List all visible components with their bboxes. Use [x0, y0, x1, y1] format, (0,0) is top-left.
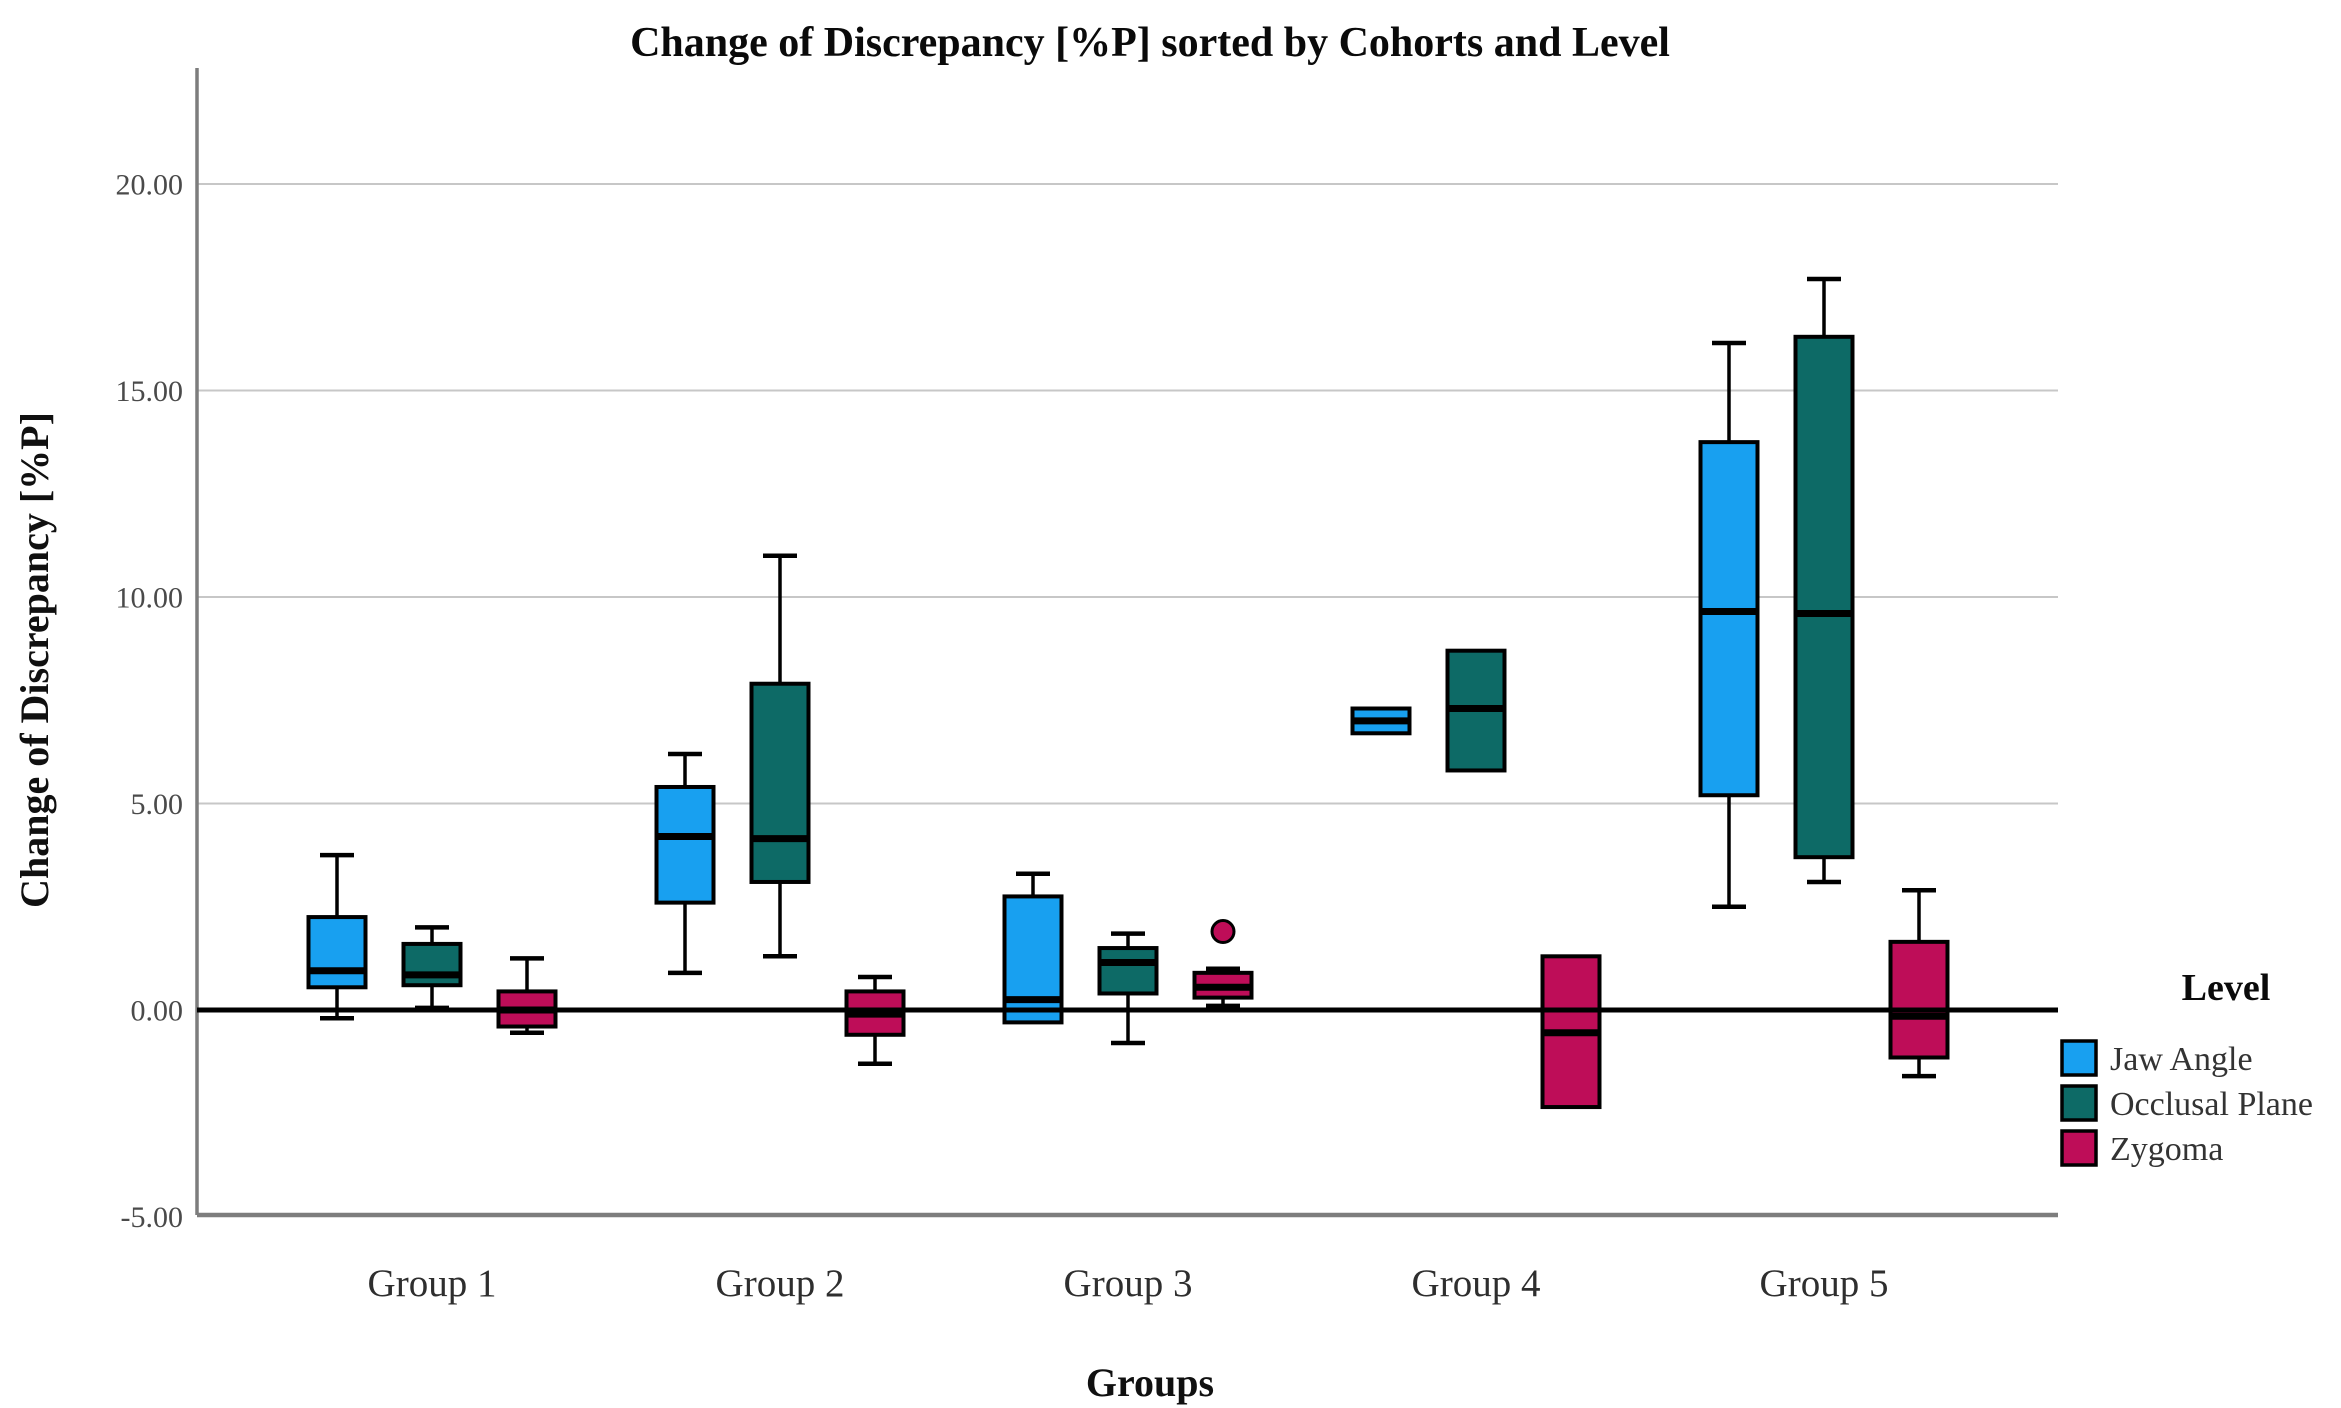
- y-axis-title: Change of Discrepancy [%P]: [12, 412, 57, 908]
- box-group-occlusal-plane-group-3: [1097, 931, 1159, 1046]
- legend-swatch-occlusal-plane: [2060, 1084, 2098, 1122]
- box-occlusal-plane-group-5: [1793, 334, 1855, 860]
- y-tick-label-5: 5.00: [131, 788, 184, 821]
- legend-item-zygoma: Zygoma: [2060, 1129, 2223, 1168]
- x-category-labels: Group 1 Group 2 Group 3 Group 4 Group 5: [368, 1262, 1889, 1305]
- y-tick-label-10: 10.00: [116, 582, 184, 615]
- y-tick-label-20: 20.00: [116, 169, 184, 202]
- box-group-jaw-angle-group-5: [1698, 340, 1760, 909]
- y-tick-labels: 20.00 15.00 10.00 5.00 0.00 -5.00: [116, 169, 184, 1235]
- legend-label-occlusal-plane: Occlusal Plane: [2110, 1086, 2313, 1123]
- box-zygoma-group-5: [1888, 939, 1950, 1060]
- box-group-zygoma-group-3: [1192, 919, 1254, 1009]
- x-category-label-group-3: Group 3: [1064, 1262, 1193, 1305]
- grid-layer: [197, 183, 2058, 805]
- box-group-occlusal-plane-group-1: [401, 925, 463, 1011]
- box-group-zygoma-group-4: [1540, 954, 1602, 1110]
- box-group-jaw-angle-group-1: [306, 852, 368, 1021]
- box-occlusal-plane-group-3: [1097, 946, 1159, 996]
- box-jaw-angle-group-3: [1002, 894, 1064, 1025]
- box-layer: [306, 276, 1950, 1110]
- legend-label-jaw-angle: Jaw Angle: [2110, 1041, 2253, 1078]
- x-axis-title: Groups: [1086, 1360, 1214, 1405]
- box-group-occlusal-plane-group-4: [1445, 648, 1507, 773]
- x-category-label-group-1: Group 1: [368, 1262, 497, 1305]
- y-tick-label-15: 15.00: [116, 375, 184, 408]
- axes-layer: [195, 68, 2058, 1218]
- legend: Jaw Angle Occlusal Plane Zygoma: [2060, 1039, 2313, 1168]
- box-group-jaw-angle-group-3: [1002, 871, 1064, 1025]
- x-category-label-group-5: Group 5: [1760, 1262, 1889, 1305]
- box-group-zygoma-group-2: [844, 974, 906, 1066]
- box-occlusal-plane-group-1: [401, 941, 463, 988]
- y-tick-label--5: -5.00: [121, 1201, 184, 1234]
- box-group-zygoma-group-1: [496, 956, 558, 1035]
- box-occlusal-plane-group-2: [749, 681, 811, 884]
- box-jaw-angle-group-5: [1698, 440, 1760, 798]
- box-group-zygoma-group-5: [1888, 887, 1950, 1079]
- chart-title: Change of Discrepancy [%P] sorted by Coh…: [630, 20, 1670, 66]
- legend-label-zygoma: Zygoma: [2110, 1131, 2223, 1168]
- x-category-label-group-4: Group 4: [1412, 1262, 1541, 1305]
- legend-swatch-zygoma: [2060, 1129, 2098, 1167]
- legend-swatch-jaw-angle: [2060, 1039, 2098, 1077]
- box-group-occlusal-plane-group-2: [749, 553, 811, 959]
- outlier-zygoma-group-3-0: [1210, 919, 1236, 945]
- box-jaw-angle-group-2: [654, 784, 716, 905]
- box-group-jaw-angle-group-2: [654, 751, 716, 976]
- legend-item-occlusal-plane: Occlusal Plane: [2060, 1084, 2313, 1123]
- box-jaw-angle-group-1: [306, 915, 368, 990]
- box-group-occlusal-plane-group-5: [1793, 276, 1855, 885]
- x-category-label-group-2: Group 2: [716, 1262, 845, 1305]
- y-tick-label-0: 0.00: [131, 995, 184, 1028]
- legend-item-jaw-angle: Jaw Angle: [2060, 1039, 2253, 1078]
- box-group-jaw-angle-group-4: [1350, 706, 1412, 736]
- legend-title: Level: [2182, 967, 2271, 1009]
